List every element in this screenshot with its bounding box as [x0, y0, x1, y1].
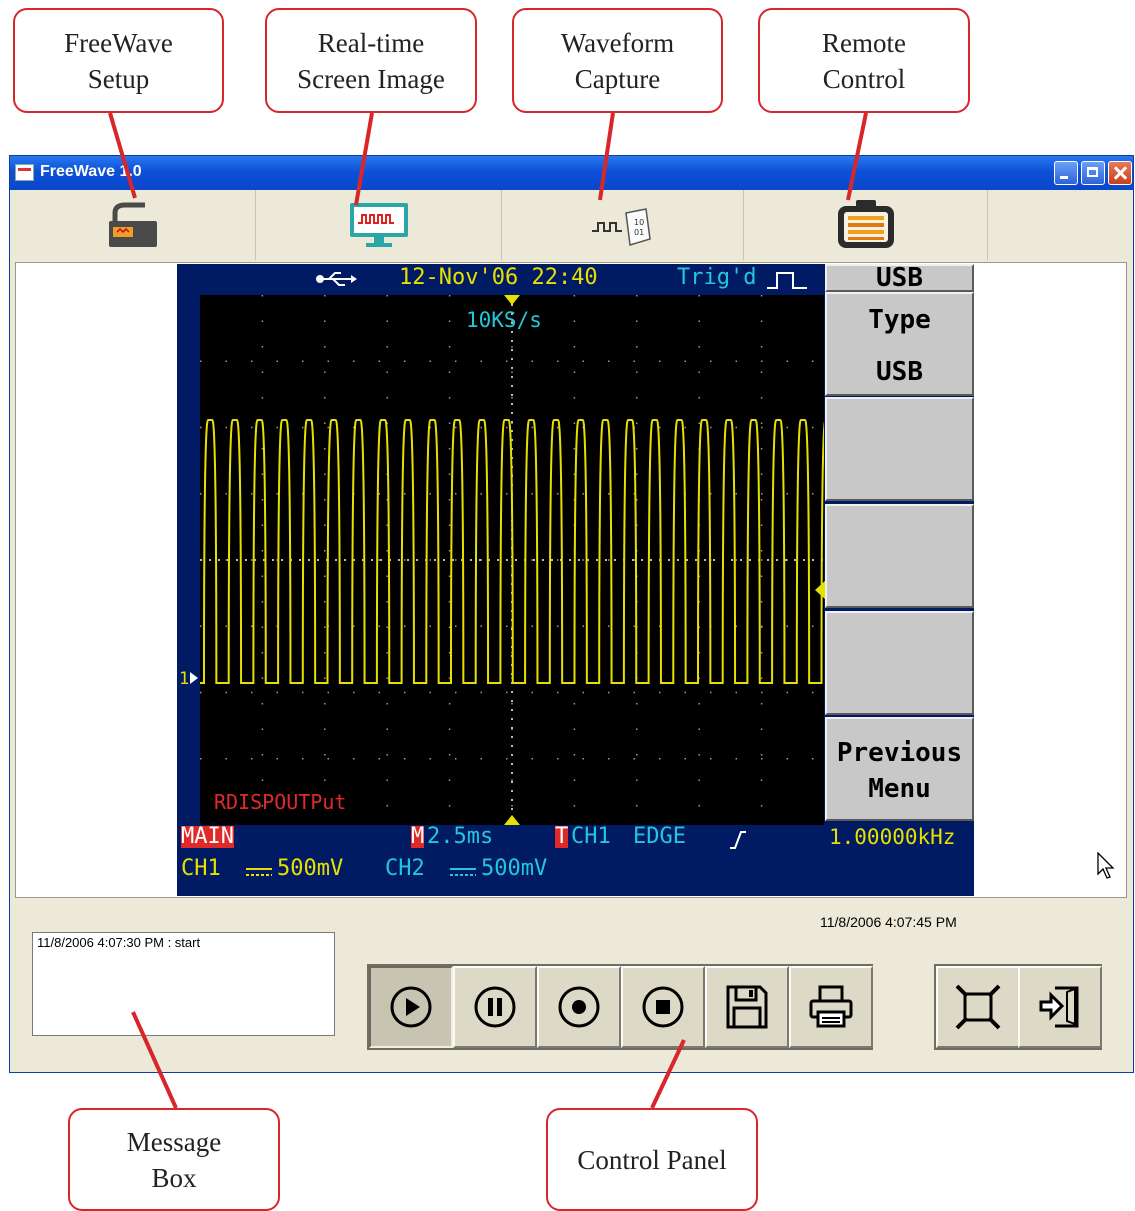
pause-icon [474, 986, 516, 1028]
exit-icon [1039, 986, 1079, 1028]
waveform-graticule [200, 295, 824, 825]
main-label: MAIN [181, 824, 234, 849]
trigger-source: CH1 [571, 824, 611, 849]
softkey-2[interactable] [825, 397, 974, 501]
mouse-cursor-icon [1097, 852, 1115, 879]
callout-remote-control: Remote Control [758, 8, 970, 113]
status-timestamp: 11/8/2006 4:07:45 PM [820, 914, 957, 930]
fullscreen-icon [955, 984, 1001, 1030]
message-box[interactable]: 11/8/2006 4:07:30 PM : start [32, 932, 335, 1036]
m-marker: M [411, 824, 425, 849]
frequency-readout: 1.00000kHz [829, 825, 956, 849]
svg-text:10: 10 [634, 218, 644, 227]
usb-icon [316, 272, 357, 286]
trigger-level-marker [815, 581, 825, 599]
message-box-line: 11/8/2006 4:07:30 PM : start [37, 935, 201, 950]
trigger-pulse-icon [767, 272, 807, 289]
freewave-setup-button[interactable] [10, 190, 256, 260]
waveform-capture-button[interactable]: 10 01 [502, 190, 744, 260]
trigger-status: Trig'd [677, 265, 757, 290]
softkey-4[interactable] [825, 611, 974, 715]
save-button[interactable] [705, 966, 789, 1048]
t-marker: T [555, 824, 569, 849]
ch1-label: CH1 [181, 856, 221, 881]
window-title: FreeWave 1.0 [40, 163, 142, 180]
timebase: 2.5ms [427, 824, 494, 849]
app-icon [15, 164, 34, 181]
toolbar: 10 01 [10, 190, 1133, 260]
softkey-type-usb[interactable]: Type USB [825, 292, 974, 396]
callout-control-panel: Control Panel [546, 1108, 758, 1211]
play-button[interactable] [369, 966, 453, 1048]
sample-rate: 10KS/s [466, 308, 542, 332]
channel-marker-arrow [190, 672, 198, 684]
monitor-icon [349, 203, 408, 247]
callout-message-box: Message Box [68, 1108, 280, 1211]
save-icon [726, 985, 768, 1029]
setup-icon [108, 202, 157, 247]
close-button[interactable] [1108, 161, 1132, 185]
callout-freewave-setup: FreeWave Setup [13, 8, 224, 113]
record-button[interactable] [537, 966, 621, 1048]
ref-display-label: RDISPOUTPut [214, 790, 347, 814]
realtime-screen-image-button[interactable] [256, 190, 502, 260]
softkey-menu: USB Type USB Previous Menu [825, 264, 974, 824]
dc-coupling-icon [450, 868, 476, 876]
ch1-scale: 500mV [277, 856, 344, 881]
waveform-display: 10KS/s RDISPOUTPut [200, 295, 824, 825]
maximize-button[interactable] [1081, 161, 1105, 185]
print-icon [809, 985, 853, 1028]
record-icon [558, 986, 600, 1028]
pause-button[interactable] [453, 966, 537, 1048]
play-icon [390, 986, 432, 1028]
exit-button[interactable] [1018, 966, 1102, 1048]
minimize-button[interactable] [1054, 161, 1078, 185]
stop-icon [642, 986, 684, 1028]
scope-date-time: 12-Nov'06 22:40 [399, 265, 598, 290]
trigger-type: EDGE [633, 824, 686, 849]
svg-text:01: 01 [634, 228, 644, 237]
softkey-previous-menu[interactable]: Previous Menu [825, 717, 974, 821]
dc-coupling-icon [246, 868, 272, 876]
title-bar[interactable]: FreeWave 1.0 [10, 156, 1133, 190]
trigger-position-marker [504, 815, 520, 825]
freewave-window: FreeWave 1.0 [9, 155, 1134, 1073]
trigger-position-marker [504, 295, 520, 305]
fullscreen-button[interactable] [936, 966, 1020, 1048]
softkey-menu-title: USB [825, 264, 974, 292]
print-button[interactable] [789, 966, 873, 1048]
remote-control-icon [837, 200, 894, 248]
waveform-capture-icon: 10 01 [591, 208, 651, 246]
rising-edge-icon [730, 831, 746, 849]
channel-1-waveform [200, 419, 824, 684]
oscilloscope-screen: 12-Nov'06 22:40 Trig'd 10KS/s RDISPOUTPu… [177, 264, 974, 896]
ch2-scale: 500mV [481, 856, 548, 881]
softkey-3[interactable] [825, 504, 974, 608]
callout-realtime-screen-image: Real-time Screen Image [265, 8, 477, 113]
remote-control-button[interactable] [744, 190, 988, 260]
callout-waveform-capture: Waveform Capture [512, 8, 723, 113]
channel-marker: 1 [179, 669, 190, 689]
ch2-label: CH2 [385, 856, 425, 881]
stop-button[interactable] [621, 966, 705, 1048]
